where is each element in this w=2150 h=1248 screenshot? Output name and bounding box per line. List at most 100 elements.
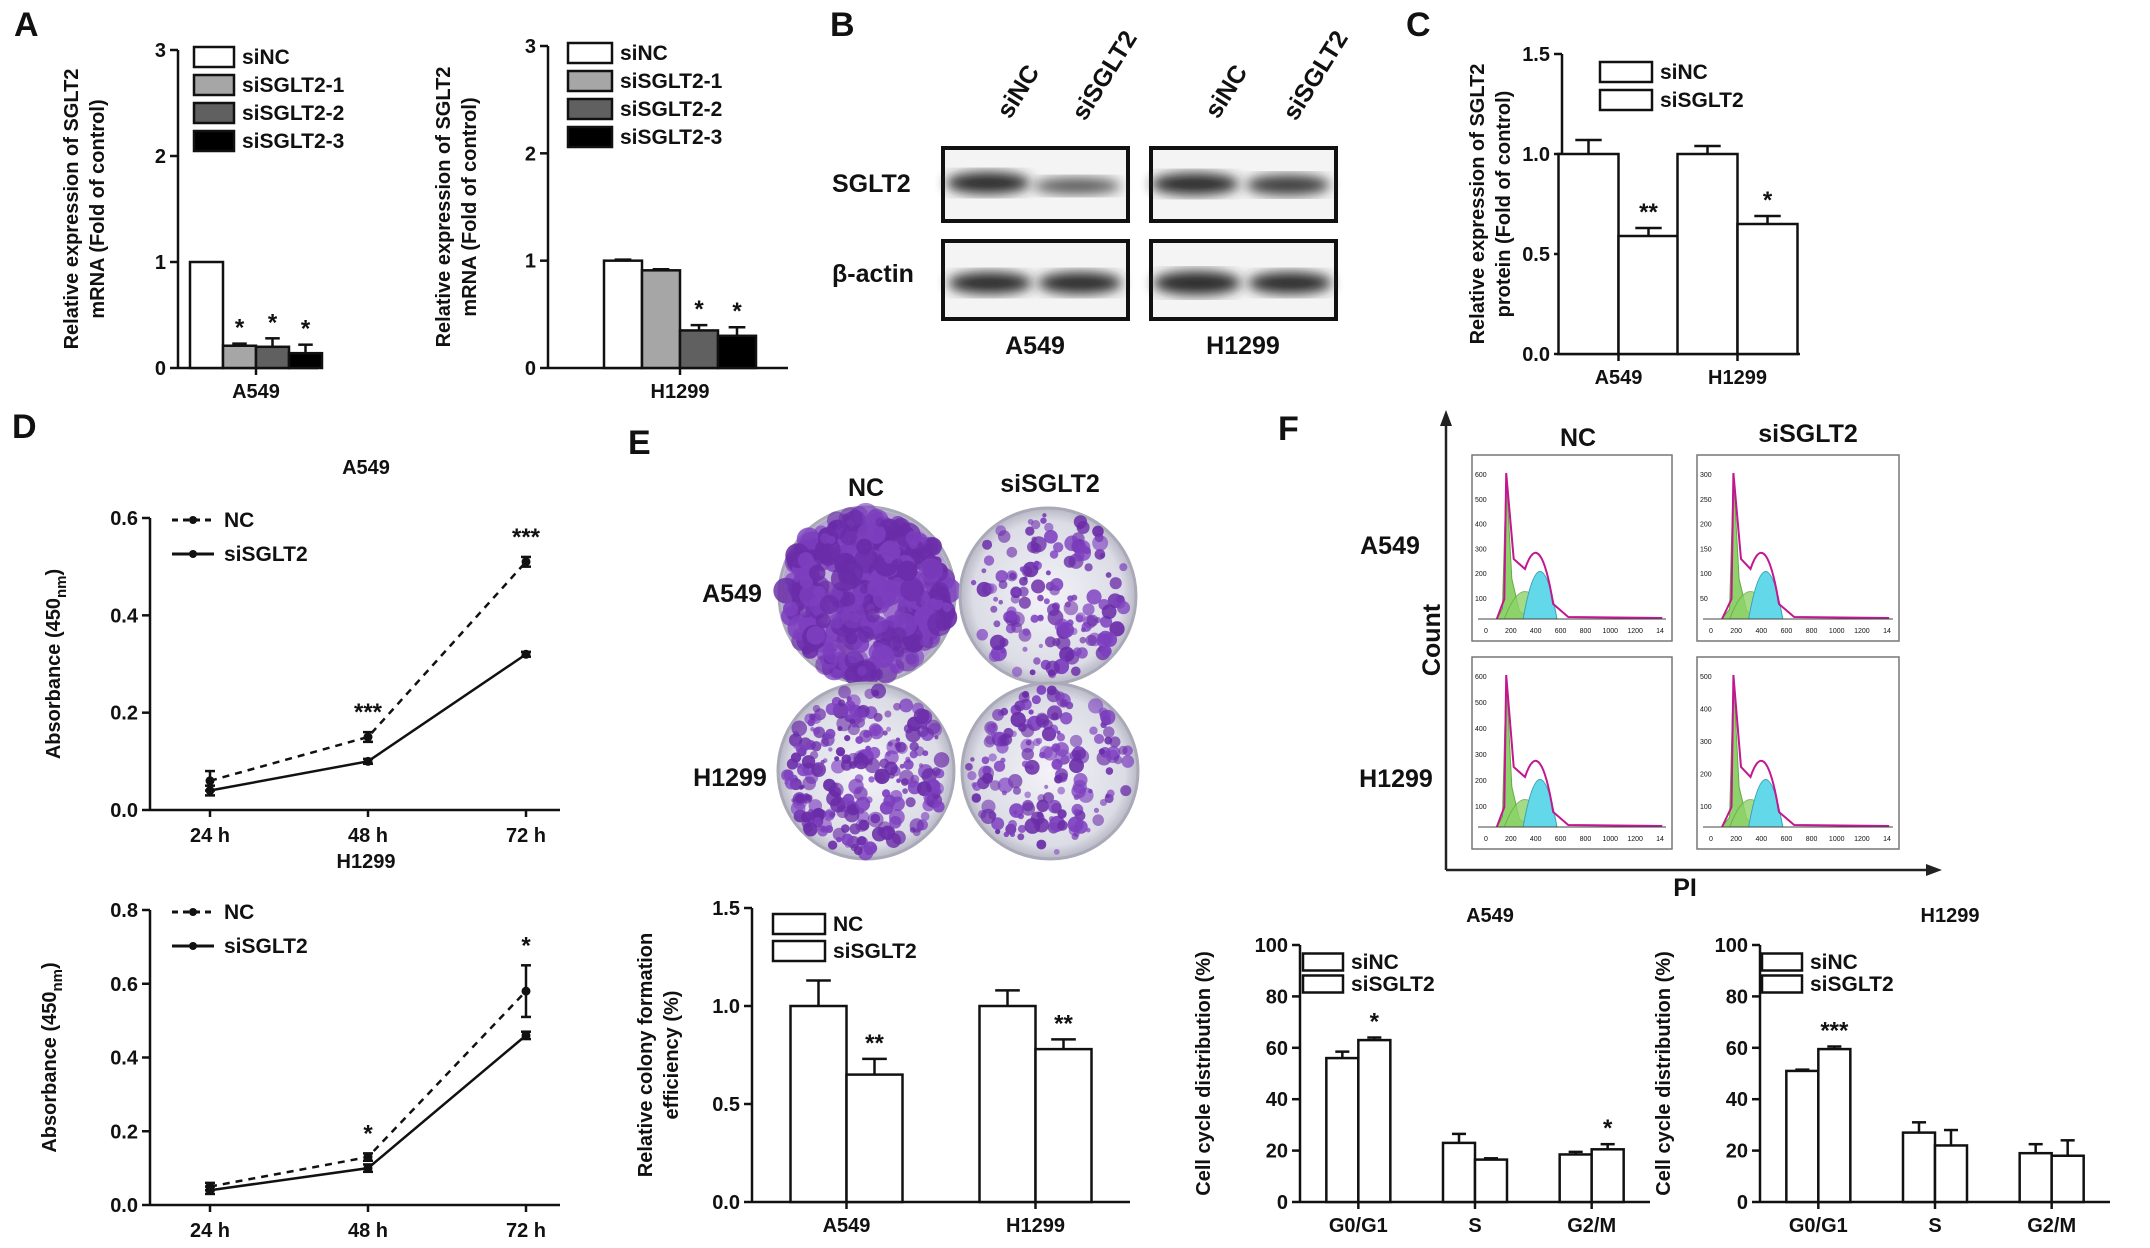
colony [1047,603,1060,617]
colony [1072,779,1087,795]
colony [815,613,831,629]
colony [855,736,864,744]
histogram-a549-sisglt2: 300 250 200 150 100 50 0 200 400 600 800 1000 1200 14 [1696,454,1900,642]
colony [982,766,992,776]
colony [895,741,907,753]
colony [1088,788,1093,794]
colony [1053,848,1060,855]
significance-label: * [268,309,278,336]
legend-marker [189,516,197,524]
bar [789,1004,848,1204]
chart-title: H1299 [1921,905,1980,927]
colony [1056,733,1066,742]
significance-label: * [363,1120,373,1147]
y-tick-label: 3 [525,36,536,58]
significance-label: * [301,316,311,343]
colony [1056,621,1070,634]
colony [1028,709,1034,715]
colony [1056,635,1071,651]
histogram-x-tick: 400 [1755,836,1767,843]
colony [1086,589,1102,605]
colony [903,759,914,770]
colony [1037,614,1044,622]
colony [1120,785,1132,797]
y-tick-label: 1 [155,252,166,274]
histogram-x-tick: 200 [1730,836,1742,843]
colony [1040,517,1047,524]
colony [853,846,863,856]
colony [1100,709,1116,725]
colony [1019,576,1028,586]
colony [1030,536,1047,553]
colony [822,643,836,656]
data-point [205,786,215,796]
colony [1006,546,1018,558]
colony [1024,791,1032,799]
flow-row-label-h1299: H1299 [1359,765,1433,793]
colony [839,591,856,607]
blot-row-label-sglt2: SGLT2 [832,170,911,198]
colony [841,833,854,846]
histogram-x-tick: 600 [1555,836,1567,843]
colony [782,601,799,617]
histogram-x-tick: 0 [1709,628,1713,635]
y-tick-label: 0 [1737,1192,1748,1214]
colony [929,597,944,611]
bar [1736,222,1799,356]
colony [1073,794,1080,801]
colony [1046,685,1057,696]
colony [1044,529,1058,544]
colony [1008,572,1017,580]
colony [1092,535,1109,551]
histogram-x-tick: 200 [1730,628,1742,635]
bar [1590,1148,1625,1204]
blot-row-label-actin: β-actin [832,260,914,288]
colony [904,647,925,667]
colony [806,626,826,645]
histogram-y-tick: 150 [1700,546,1712,553]
colony [838,685,851,699]
chart-a-a549: 0 1 2 3 * * * A549 Relative expression of SGLT2 m… [61,40,345,403]
legend-label: siSGLT2-1 [620,70,723,93]
panel-label-a: A [14,6,39,44]
x-tick-label: G2/M [2027,1215,2076,1237]
colony [1000,707,1009,716]
dish-row-label-a549: A549 [702,580,762,608]
colony [904,633,924,653]
colony [1092,814,1104,826]
colony [868,746,881,759]
colony [844,735,851,742]
colony [1109,577,1122,590]
colony [841,604,866,629]
colony [997,777,1014,794]
colony [982,539,993,550]
legend-label: siSGLT2-2 [242,102,344,125]
bar [1785,1069,1820,1204]
colony [1098,748,1105,755]
colony [1000,733,1013,746]
legend-marker [189,550,197,558]
bar [1325,1056,1360,1204]
colony [1075,545,1092,561]
colony [988,650,1001,662]
colony [859,585,869,594]
legend-label: siSGLT2-1 [242,74,345,97]
colony [1022,628,1031,636]
colony [885,751,891,757]
legend-swatch [192,73,236,97]
bar [640,269,682,370]
colony [1059,698,1068,707]
colony [1025,526,1035,536]
colony [1069,627,1078,636]
blot-lane-label-4: siSGLT2 [1277,26,1354,125]
colony [1121,755,1135,768]
colony [900,577,925,602]
blot-lane-label-2: siSGLT2 [1066,26,1143,125]
histogram-x-tick: 0 [1484,628,1488,635]
blot-band [1246,175,1330,195]
colony [1022,646,1028,652]
colony [892,645,905,658]
colony [857,625,875,643]
significance-label: *** [512,524,541,551]
